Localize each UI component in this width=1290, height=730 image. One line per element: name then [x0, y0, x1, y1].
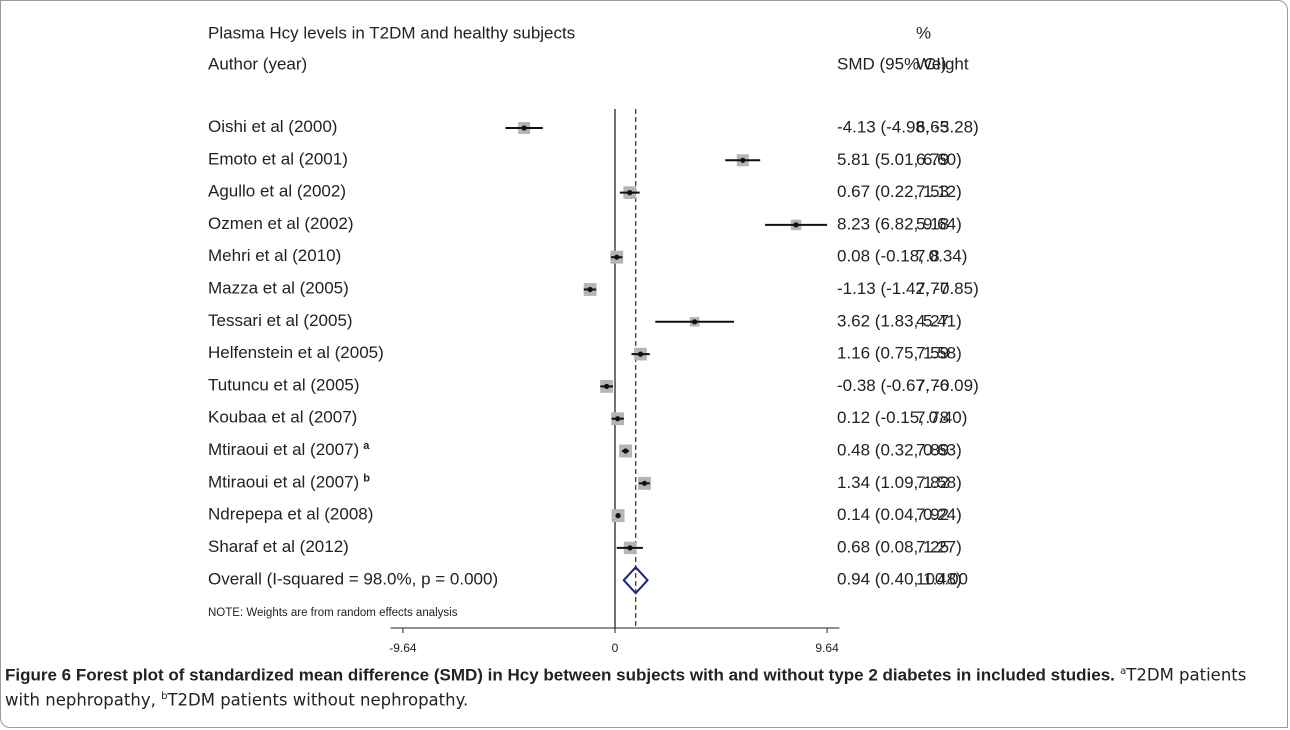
study-name-text: Mehri et al (2010)	[208, 247, 341, 266]
ci-label: 5.81 (5.01, 6.60)	[837, 150, 962, 169]
study-name: Helfenstein et al (2005)	[208, 344, 384, 363]
ci-label: 0.14 (0.04, 0.24)	[837, 505, 962, 524]
weight-header: %	[916, 23, 931, 42]
study-sup: b	[363, 472, 370, 484]
point	[641, 480, 648, 486]
overall-diamond	[622, 565, 649, 595]
point	[587, 286, 593, 293]
weight-label: 4.27	[916, 311, 949, 330]
study-name: Ozmen et al (2002)	[208, 214, 354, 233]
study-name-text: Agullo et al (2002)	[208, 182, 346, 201]
study-name: Sharaf et al (2012)	[208, 537, 349, 556]
study-sup: a	[363, 440, 370, 452]
x-tick-label: 0	[612, 641, 619, 655]
weight-label: 7.53	[916, 182, 949, 201]
study-name-text: Mtiraoui et al (2007)	[208, 440, 359, 459]
overall-name: Overall (I-squared = 98.0%, p = 0.000)	[208, 570, 498, 589]
study-name: Mtiraoui et al (2007) b	[208, 472, 370, 492]
caption: Figure 6 Forest plot of standardized mea…	[5, 661, 1275, 710]
study-name: Koubaa et al (2007)	[208, 408, 357, 427]
caption-sup: a	[1120, 666, 1127, 677]
label-header: Author (year)	[208, 54, 307, 73]
point	[627, 545, 633, 551]
weight-label: 6.79	[916, 150, 949, 169]
weight-label: 7.89	[916, 440, 949, 459]
point	[740, 157, 746, 163]
weight-label: 7.77	[916, 279, 949, 298]
study-name-text: Mazza et al (2005)	[208, 279, 349, 298]
weight-label: 100.00	[916, 570, 968, 589]
point	[604, 383, 610, 389]
weight-label: 6.65	[916, 117, 949, 136]
study-name-text: Oishi et al (2000)	[208, 117, 337, 136]
study-name-text: Tessari et al (2005)	[208, 311, 353, 330]
ci-label: 0.67 (0.22, 1.12)	[837, 182, 962, 201]
study-name: Emoto et al (2001)	[208, 150, 348, 169]
study-name-text: Sharaf et al (2012)	[208, 537, 349, 556]
weight-label: 7.8	[916, 247, 940, 266]
caption-title: Figure 6 Forest plot of standardized mea…	[5, 665, 1115, 685]
caption-note: T2DM patients with nephropathy,	[5, 665, 1247, 710]
weight-label: 5.18	[916, 214, 949, 233]
x-tick-label: 9.64	[815, 641, 839, 655]
point	[637, 351, 644, 357]
ci-label: 0.94 (0.40, 1.48)	[837, 570, 962, 589]
study-name-text: Ndrepepa et al (2008)	[208, 505, 373, 524]
weight-label: 7.82	[916, 473, 949, 492]
study-name: Mtiraoui et al (2007) a	[208, 440, 370, 460]
chart: Plasma Hcy levels in T2DM and healthy su…	[208, 23, 979, 655]
chart-title: Plasma Hcy levels in T2DM and healthy su…	[208, 23, 575, 42]
study-name: Tutuncu et al (2005)	[208, 376, 360, 395]
x-tick-label: -9.64	[389, 641, 417, 655]
study-name-text: Mtiraoui et al (2007)	[208, 473, 359, 492]
study-name: Mazza et al (2005)	[208, 279, 349, 298]
ci-label: 0.12 (-0.15, 0.40)	[837, 408, 967, 427]
point	[692, 319, 698, 325]
study-name: Oishi et al (2000)	[208, 117, 337, 136]
study-name-text: Koubaa et al (2007)	[208, 408, 357, 427]
caption-sup: b	[161, 690, 168, 702]
study-name-text: Ozmen et al (2002)	[208, 214, 354, 233]
point	[627, 190, 633, 196]
study-name: Ndrepepa et al (2008)	[208, 505, 373, 524]
weight-label: 7.59	[916, 344, 949, 363]
note: NOTE: Weights are from random effects an…	[208, 607, 458, 619]
caption-note: T2DM patients without nephropathy.	[167, 690, 469, 709]
point	[615, 416, 621, 422]
point	[615, 513, 621, 519]
ci-label: 1.16 (0.75, 1.58)	[837, 344, 962, 363]
study-name-text: Helfenstein et al (2005)	[208, 344, 384, 363]
ci-label: 0.48 (0.32, 0.63)	[837, 440, 962, 459]
ci-label: -4.13 (-4.98, -3.28)	[837, 117, 979, 136]
study-name-text: Tutuncu et al (2005)	[208, 376, 360, 395]
ci-label: 3.62 (1.83, 5.41)	[837, 311, 962, 330]
ci-label: -0.38 (-0.67, -0.09)	[837, 376, 979, 395]
ci-label: 8.23 (6.82, 9.64)	[837, 214, 962, 233]
weight-label: 7.76	[916, 376, 949, 395]
ci-label: -1.13 (-1.42, -0.85)	[837, 279, 979, 298]
point	[521, 125, 527, 131]
point	[614, 254, 620, 260]
study-name: Agullo et al (2002)	[208, 182, 346, 201]
study-name: Tessari et al (2005)	[208, 311, 353, 330]
study-name: Mehri et al (2010)	[208, 247, 341, 266]
point	[622, 448, 629, 454]
study-name-text: Emoto et al (2001)	[208, 150, 348, 169]
weight-header: Weight	[916, 54, 969, 73]
ci-label: 1.34 (1.09, 1.58)	[837, 473, 962, 492]
ci-label: 0.08 (-0.18, 0.34)	[837, 247, 967, 266]
ci-label: 0.68 (0.08, 1.27)	[837, 537, 962, 556]
weight-label: 7.92	[916, 505, 949, 524]
weight-label: 7.25	[916, 537, 949, 556]
ci-header: SMD (95% CI)	[837, 54, 947, 73]
point	[793, 222, 799, 228]
weight-label: 7.78	[916, 408, 949, 427]
